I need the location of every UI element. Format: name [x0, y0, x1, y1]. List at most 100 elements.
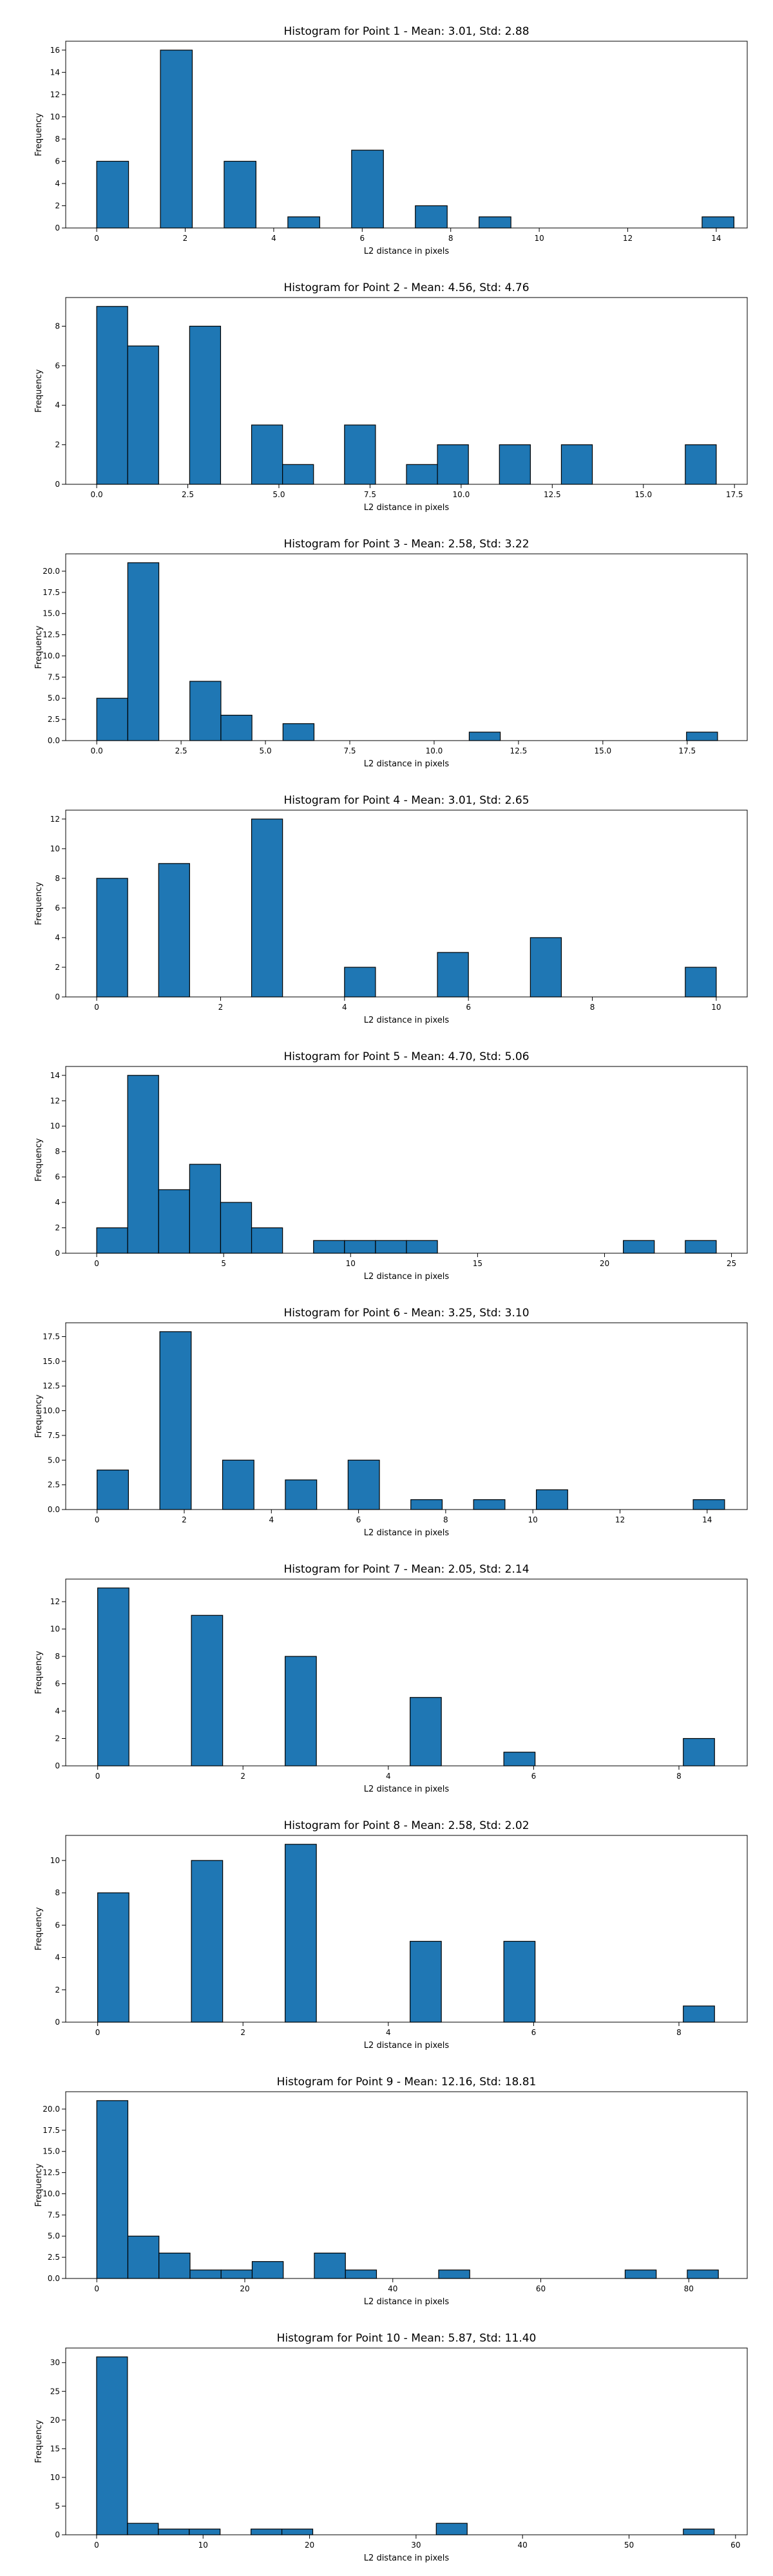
- y-tick-label: 20.0: [43, 567, 60, 576]
- y-tick-label: 10: [50, 844, 60, 853]
- y-tick-label: 12: [50, 1096, 60, 1105]
- x-tick-label: 2: [240, 1772, 245, 1781]
- x-tick-label: 30: [411, 2541, 421, 2550]
- histogram-bar: [535, 1489, 568, 1510]
- histogram-bar: [189, 1164, 222, 1254]
- y-tick-label: 15.0: [43, 1357, 60, 1366]
- y-tick-label: 6: [55, 904, 60, 913]
- x-axis-label: L2 distance in pixels: [364, 247, 450, 256]
- histogram-bar: [685, 444, 717, 485]
- y-tick-label: 10: [50, 112, 60, 121]
- histogram-bar: [685, 967, 717, 998]
- histogram-bar: [189, 681, 222, 741]
- y-tick-label: 12: [50, 1597, 60, 1606]
- plot-frame: [65, 1835, 748, 2023]
- chart-panel-6: Histogram for Point 6 - Mean: 3.25, Std:…: [34, 1307, 748, 1538]
- chart-title: Histogram for Point 6 - Mean: 3.25, Std:…: [283, 1307, 529, 1320]
- y-tick-label: 8: [55, 874, 60, 883]
- y-tick-label: 0.0: [48, 736, 60, 745]
- x-tick-label: 5.0: [260, 746, 272, 755]
- y-tick-label: 0.0: [48, 2274, 60, 2283]
- x-tick-label: 0: [95, 2028, 100, 2037]
- histogram-bar: [686, 732, 718, 741]
- x-axis-label: L2 distance in pixels: [364, 1528, 450, 1538]
- plot-frame: [65, 1066, 748, 1254]
- x-tick-label: 10.0: [453, 490, 470, 499]
- x-tick-label: 20: [600, 1259, 609, 1268]
- histogram-bar: [437, 952, 469, 998]
- y-axis-label: Frequency: [34, 369, 44, 412]
- y-tick-label: 5.0: [48, 1455, 60, 1464]
- x-tick-label: 10: [711, 1003, 721, 1012]
- histogram-bar: [97, 1892, 129, 2023]
- y-tick-label: 0: [55, 480, 60, 489]
- y-tick-label: 12.5: [43, 1381, 60, 1390]
- histogram-bar: [683, 2005, 715, 2023]
- y-axis-label: Frequency: [34, 882, 44, 925]
- chart-title: Histogram for Point 5 - Mean: 4.70, Std:…: [283, 1050, 529, 1063]
- histogram-bar: [251, 424, 283, 485]
- x-tick-label: 0: [95, 1515, 100, 1524]
- y-axis-label: Frequency: [34, 1651, 44, 1694]
- x-tick-label: 6: [359, 234, 365, 243]
- histogram-bar: [351, 149, 384, 229]
- histogram-bar: [435, 2523, 468, 2535]
- y-tick-label: 8: [55, 1652, 60, 1661]
- x-tick-label: 80: [684, 2284, 694, 2293]
- y-tick-label: 6: [55, 361, 60, 370]
- y-tick-label: 10.0: [43, 2189, 60, 2198]
- y-axis-label: Frequency: [34, 1138, 44, 1181]
- x-tick-label: 0: [94, 1003, 99, 1012]
- x-tick-label: 10.0: [426, 746, 443, 755]
- y-tick-label: 4: [55, 401, 60, 410]
- y-tick-label: 2.5: [48, 1481, 60, 1490]
- histogram-bar: [96, 697, 128, 741]
- histogram-bar: [624, 2269, 657, 2279]
- x-tick-label: 10: [198, 2541, 208, 2550]
- histogram-bar: [415, 205, 448, 229]
- plot-frame: [65, 41, 748, 229]
- x-tick-label: 15.0: [594, 746, 611, 755]
- histogram-bar: [96, 2356, 128, 2535]
- histogram-bar: [285, 1656, 317, 1766]
- x-tick-label: 10: [346, 1259, 356, 1268]
- histogram-bar: [127, 2523, 159, 2535]
- y-tick-label: 4: [55, 933, 60, 942]
- chart-panel-3: Histogram for Point 3 - Mean: 2.58, Std:…: [34, 538, 748, 769]
- x-tick-label: 15.0: [635, 490, 652, 499]
- y-tick-label: 30: [50, 2358, 60, 2367]
- y-tick-label: 4: [55, 1198, 60, 1207]
- histogram-bar: [96, 2100, 129, 2279]
- y-tick-label: 7.5: [48, 672, 60, 681]
- histogram-bar: [96, 160, 129, 229]
- histogram-bar: [313, 1240, 345, 1254]
- plot-frame: [65, 2347, 748, 2535]
- x-tick-label: 2: [182, 1515, 187, 1524]
- y-tick-label: 10.0: [43, 1406, 60, 1416]
- y-tick-label: 15.0: [43, 2147, 60, 2156]
- x-tick-label: 5.0: [272, 490, 285, 499]
- x-tick-label: 6: [356, 1515, 361, 1524]
- x-tick-label: 40: [518, 2541, 528, 2550]
- histogram-bar: [220, 2269, 253, 2279]
- y-tick-label: 0: [55, 1249, 60, 1258]
- x-tick-label: 2: [183, 234, 188, 243]
- y-tick-label: 6: [55, 1920, 60, 1929]
- histogram-bar: [285, 1844, 317, 2023]
- histogram-bar: [189, 2269, 222, 2279]
- plot-frame: [65, 2091, 748, 2279]
- x-tick-label: 8: [443, 1515, 448, 1524]
- chart-panel-8: Histogram for Point 8 - Mean: 2.58, Std:…: [34, 1819, 748, 2050]
- y-axis-label: Frequency: [34, 1907, 44, 1950]
- histogram-bar: [251, 819, 283, 998]
- x-axis-label: L2 distance in pixels: [364, 1272, 450, 1282]
- y-tick-label: 8: [55, 1888, 60, 1897]
- histogram-bar: [530, 937, 562, 998]
- y-tick-label: 7.5: [48, 2210, 60, 2219]
- histogram-bar: [503, 1940, 536, 2023]
- plot-frame: [65, 553, 748, 741]
- y-tick-label: 12.5: [43, 630, 60, 639]
- x-tick-label: 17.5: [678, 746, 696, 755]
- histogram-bar: [692, 1499, 725, 1510]
